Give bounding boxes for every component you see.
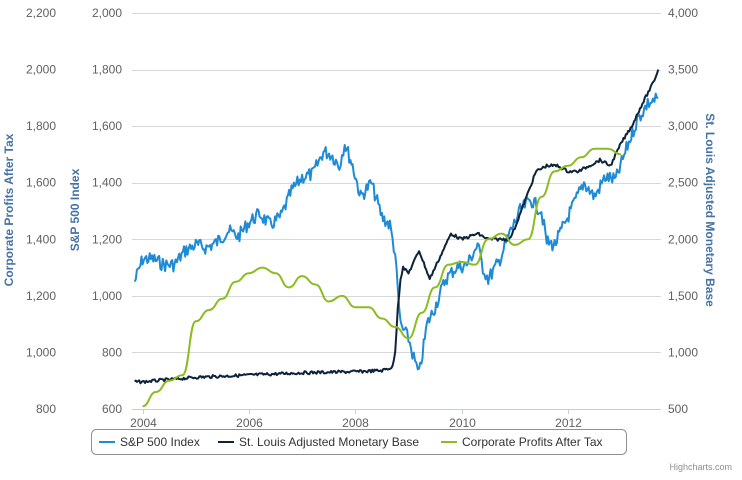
axis-lines bbox=[132, 409, 661, 414]
sp500-tick-label: 1,000 bbox=[92, 289, 122, 303]
grid-lines bbox=[132, 13, 661, 410]
monetary-base-axis-ticks: 500 1,000 1,500 2,000 2,500 3,000 3,500 4,000 bbox=[668, 6, 698, 416]
profits-axis-ticks: 800 1,000 1,200 1,400 1,600 1,800 2,000 2,200 bbox=[26, 6, 56, 416]
x-tick-label: 2004 bbox=[130, 416, 157, 430]
series-profits-line bbox=[142, 147, 622, 408]
legend-box bbox=[91, 429, 627, 455]
legend-item-sp500[interactable]: S&P 500 Index bbox=[99, 435, 200, 449]
monetary-base-tick-label: 1,500 bbox=[668, 289, 698, 303]
series-layer bbox=[133, 69, 660, 408]
x-tick-label: 2010 bbox=[449, 416, 476, 430]
sp500-axis-title: S&P 500 Index bbox=[68, 168, 82, 251]
sp500-tick-label: 2,000 bbox=[92, 6, 122, 20]
sp500-axis-ticks: 600 800 1,000 1,200 1,400 1,600 1,800 2,000 bbox=[92, 6, 122, 416]
profits-axis-title: Corporate Profits After Tax bbox=[2, 133, 16, 286]
legend: S&P 500 Index St. Louis Adjusted Monetar… bbox=[91, 429, 627, 455]
series-monetary-base-line bbox=[134, 69, 660, 385]
series-sp500-line bbox=[133, 92, 659, 371]
sp500-tick-label: 1,800 bbox=[92, 63, 122, 77]
legend-label-monetary-base: St. Louis Adjusted Monetary Base bbox=[239, 435, 419, 449]
legend-label-sp500: S&P 500 Index bbox=[120, 435, 200, 449]
profits-tick-label: 2,000 bbox=[26, 63, 56, 77]
monetary-base-tick-label: 500 bbox=[668, 402, 688, 416]
sp500-tick-label: 1,200 bbox=[92, 232, 122, 246]
monetary-base-tick-label: 2,500 bbox=[668, 176, 698, 190]
x-tick-label: 2012 bbox=[555, 416, 582, 430]
credits-link[interactable]: Highcharts.com bbox=[669, 462, 732, 472]
monetary-base-tick-label: 1,000 bbox=[668, 345, 698, 359]
profits-tick-label: 2,200 bbox=[26, 6, 56, 20]
x-tick-label: 2006 bbox=[236, 416, 263, 430]
monetary-base-tick-label: 2,000 bbox=[668, 232, 698, 246]
monetary-base-axis-title: St. Louis Adjusted Monetary Base bbox=[703, 113, 717, 307]
monetary-base-tick-label: 3,000 bbox=[668, 119, 698, 133]
monetary-base-tick-label: 3,500 bbox=[668, 63, 698, 77]
x-tick-label: 2008 bbox=[342, 416, 369, 430]
sp500-tick-label: 1,400 bbox=[92, 176, 122, 190]
profits-tick-label: 1,800 bbox=[26, 119, 56, 133]
legend-item-profits[interactable]: Corporate Profits After Tax bbox=[441, 435, 603, 449]
monetary-base-tick-label: 4,000 bbox=[668, 6, 698, 20]
profits-tick-label: 1,400 bbox=[26, 232, 56, 246]
profits-tick-label: 800 bbox=[36, 402, 56, 416]
sp500-tick-label: 800 bbox=[102, 345, 122, 359]
x-axis-ticks: 2004 2006 2008 2010 2012 bbox=[130, 416, 582, 430]
legend-label-profits: Corporate Profits After Tax bbox=[462, 435, 603, 449]
profits-tick-label: 1,600 bbox=[26, 176, 56, 190]
legend-item-monetary-base[interactable]: St. Louis Adjusted Monetary Base bbox=[218, 435, 419, 449]
sp500-tick-label: 600 bbox=[102, 402, 122, 416]
profits-tick-label: 1,000 bbox=[26, 345, 56, 359]
sp500-tick-label: 1,600 bbox=[92, 119, 122, 133]
profits-tick-label: 1,200 bbox=[26, 289, 56, 303]
